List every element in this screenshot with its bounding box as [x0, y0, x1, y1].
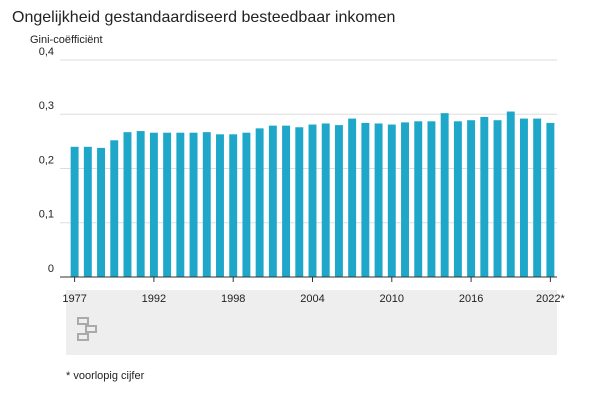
- bar: [321, 123, 330, 277]
- bar: [387, 124, 396, 278]
- bar: [136, 131, 145, 277]
- bar: [268, 125, 277, 277]
- bar: [70, 146, 79, 277]
- bar: [216, 134, 224, 277]
- bar: [123, 132, 132, 277]
- bar: [255, 128, 264, 277]
- x-tick-label: 2004: [300, 293, 324, 305]
- bar: [308, 124, 317, 278]
- bar: [414, 121, 423, 278]
- y-axis-label: Gini-coëfficiënt: [30, 34, 103, 46]
- bar: [533, 118, 542, 277]
- bar: [361, 122, 370, 278]
- bar: [149, 132, 158, 277]
- y-tick-label: 0: [48, 263, 54, 275]
- bar: [110, 140, 119, 277]
- bar: [506, 111, 515, 277]
- bar: [348, 118, 357, 277]
- bar: [467, 120, 476, 277]
- x-tick-label: 2016: [459, 293, 483, 305]
- x-tick-label: 1977: [62, 293, 86, 305]
- bar: [493, 120, 502, 277]
- bar: [189, 132, 198, 277]
- bar: [83, 146, 92, 277]
- bar: [401, 122, 409, 277]
- bar: [282, 125, 291, 277]
- y-tick-label: 0,3: [39, 100, 54, 112]
- footer-band: [66, 290, 557, 355]
- x-tick-label: 2010: [380, 293, 404, 305]
- bar: [453, 121, 462, 278]
- bar: [242, 132, 251, 277]
- bar: [546, 122, 555, 278]
- bar: [176, 132, 185, 277]
- y-tick-label: 0,2: [39, 154, 54, 166]
- bar: [163, 132, 172, 277]
- bar: [97, 147, 106, 277]
- chart-title: Ongelijkheid gestandaardiseerd besteedba…: [12, 9, 395, 26]
- logo: [77, 317, 97, 341]
- bar: [202, 132, 211, 277]
- bar: [229, 134, 238, 277]
- y-tick-label: 0,4: [39, 46, 54, 58]
- bar: [427, 121, 436, 278]
- bar: [519, 118, 528, 277]
- bar: [374, 123, 383, 277]
- y-tick-label: 0,1: [39, 209, 54, 221]
- x-tick-label: 1992: [142, 293, 166, 305]
- x-tick-label: 1998: [221, 293, 245, 305]
- bar: [334, 125, 343, 277]
- bar: [295, 127, 304, 278]
- bar: [480, 116, 489, 278]
- footnote: * voorlopig cijfer: [66, 370, 145, 382]
- bar: [440, 113, 449, 277]
- x-tick-label: 2022*: [536, 293, 565, 305]
